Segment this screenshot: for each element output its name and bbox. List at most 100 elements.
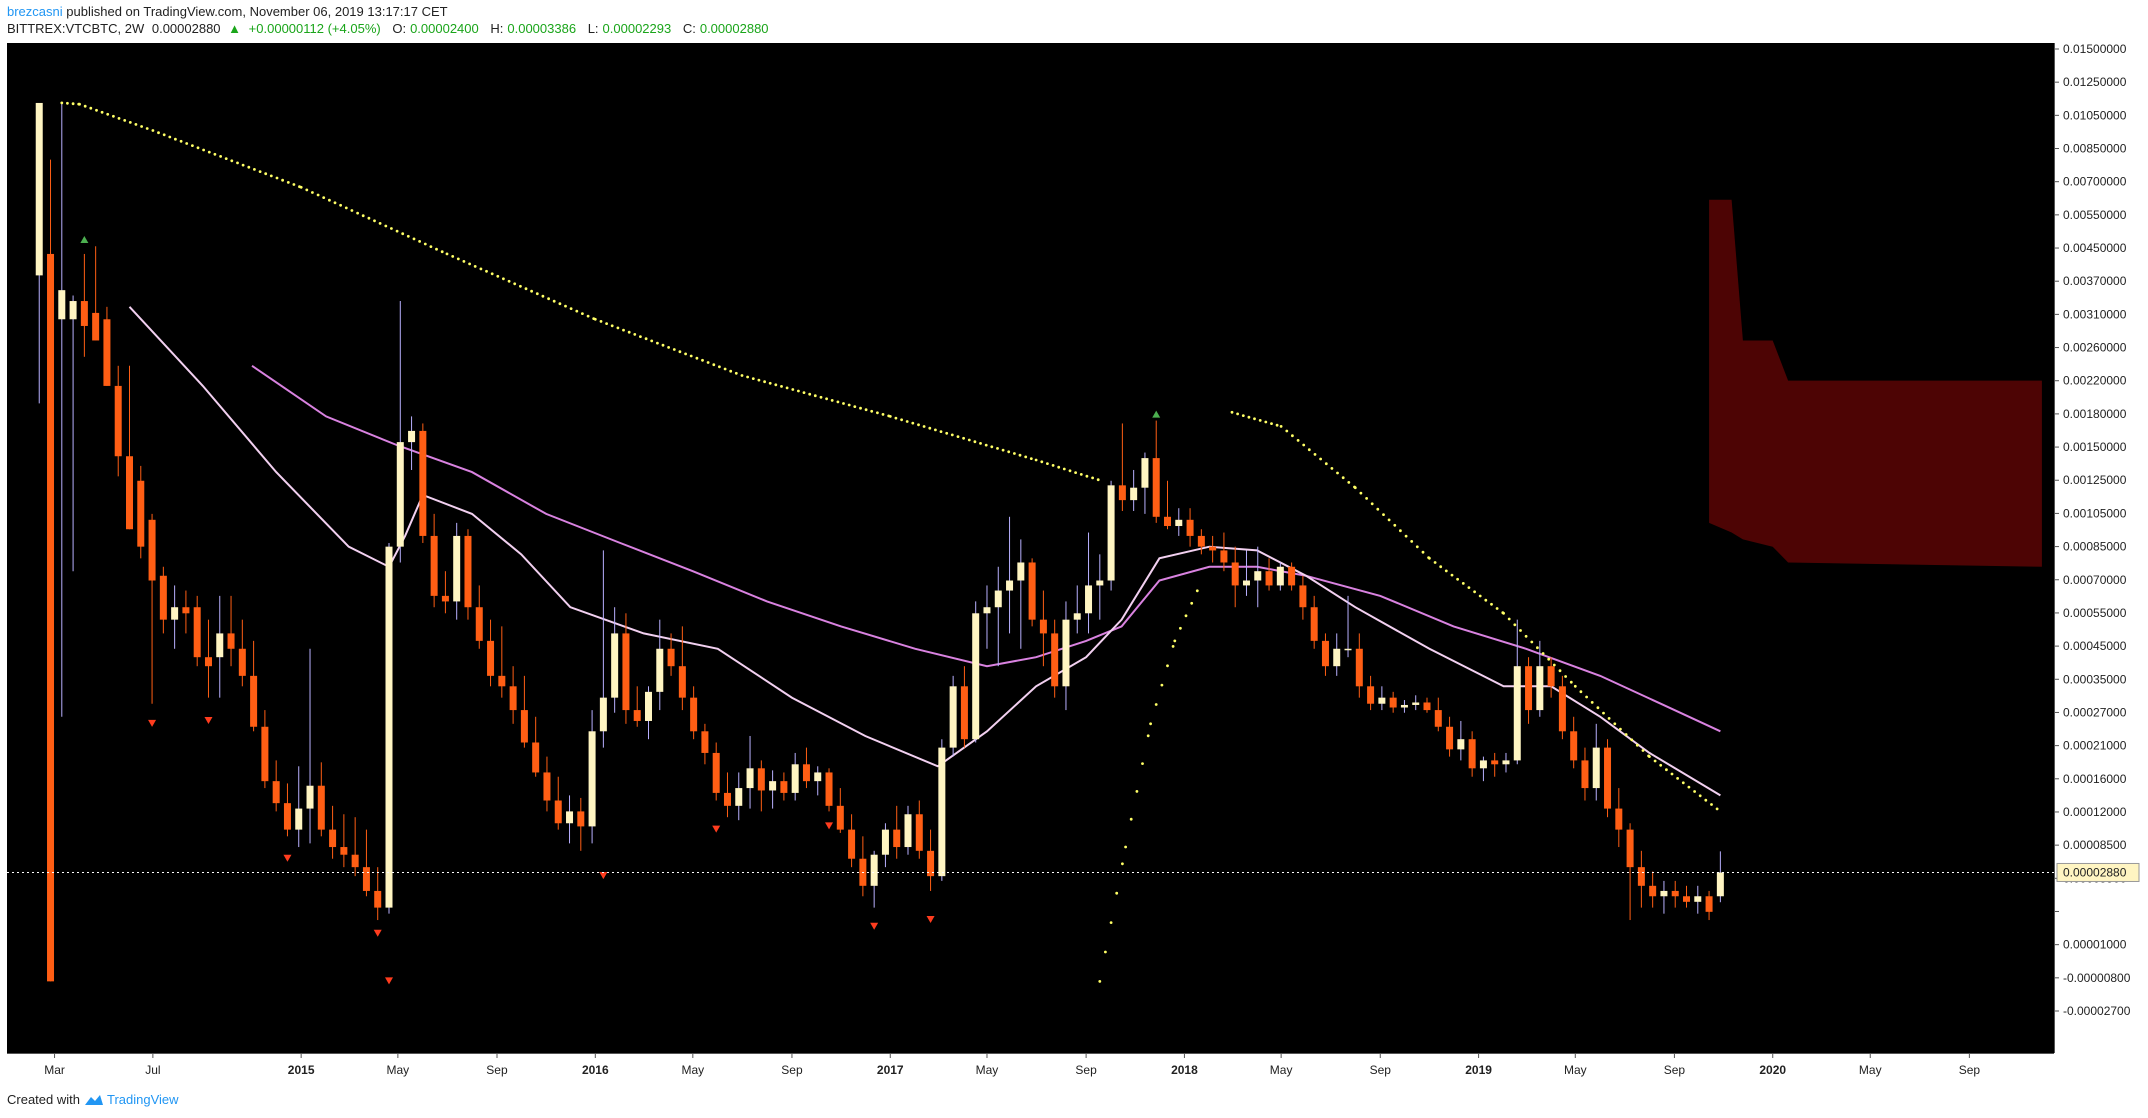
- x-tick-label: May: [681, 1063, 704, 1077]
- price-chart[interactable]: 0.01500000 0.01250000 0.01050000 0.00850000…: [7, 43, 2141, 1086]
- candle-body: [870, 854, 878, 886]
- psar-dot: [134, 123, 138, 126]
- candle: [712, 742, 720, 801]
- tradingview-link[interactable]: TradingView: [84, 1092, 179, 1107]
- psar-dot: [1495, 607, 1499, 610]
- axis-corner: [2054, 1053, 2141, 1086]
- psar-dot: [1166, 664, 1169, 668]
- candle-body: [148, 519, 156, 581]
- psar-dot: [462, 260, 466, 263]
- candle: [1085, 532, 1093, 634]
- psar-dot: [1502, 611, 1505, 615]
- psar-dot: [757, 378, 761, 382]
- psar-dot: [1585, 695, 1588, 699]
- candle-body: [171, 607, 179, 620]
- psar-dot: [1607, 717, 1611, 720]
- candle: [1107, 480, 1115, 591]
- candle-body: [385, 546, 393, 908]
- psar-dot: [281, 178, 284, 182]
- candle: [915, 800, 923, 859]
- psar-dot: [406, 234, 410, 238]
- psar-dot: [179, 139, 183, 143]
- psar-dot: [496, 274, 500, 278]
- y-tick-label: 0.00027000: [2063, 705, 2127, 719]
- candle-body: [1513, 666, 1521, 761]
- psar-dot: [1091, 476, 1094, 480]
- candle-body: [351, 854, 359, 868]
- candle-body: [1570, 731, 1578, 761]
- candle: [306, 648, 314, 844]
- psar-dot: [361, 214, 365, 218]
- candle-body: [769, 781, 777, 791]
- psar-dot: [791, 388, 795, 391]
- candle-body: [1671, 890, 1679, 897]
- candle-body: [904, 814, 912, 848]
- psar-dot: [894, 416, 898, 420]
- candle: [35, 102, 43, 404]
- psar-dot: [1473, 590, 1476, 594]
- candle: [622, 613, 630, 724]
- psar-dot: [962, 436, 965, 440]
- candle: [1310, 595, 1318, 649]
- y-tick-label: 0.00700000: [2063, 175, 2127, 189]
- candle-body: [1457, 739, 1465, 750]
- psar-dot: [435, 247, 438, 251]
- candle: [1028, 558, 1036, 627]
- psar-dot: [356, 211, 359, 215]
- y-tick-label: 0.00180000: [2063, 407, 2127, 421]
- candle-body: [261, 726, 269, 782]
- candle-body: [1242, 580, 1250, 586]
- candle: [1671, 880, 1679, 908]
- candle: [825, 768, 833, 812]
- psar-dot: [1693, 790, 1696, 793]
- candle: [1006, 516, 1014, 634]
- y-axis[interactable]: 0.01500000 0.01250000 0.01050000 0.00850000…: [2054, 43, 2141, 1086]
- psar-dot: [145, 127, 149, 130]
- psar-dot: [1536, 646, 1539, 650]
- candle-body: [1152, 458, 1160, 517]
- ichimoku-cloud: [1709, 199, 2042, 567]
- psar-dot: [973, 440, 977, 444]
- psar-dot: [605, 322, 608, 325]
- y-axis-bg: [2054, 43, 2141, 1086]
- psar-dot: [1387, 518, 1391, 522]
- candle-body: [306, 785, 314, 809]
- close-label: C:: [682, 21, 696, 36]
- psar-dot: [1313, 453, 1317, 456]
- candle: [723, 772, 731, 818]
- psar-dot: [1079, 473, 1083, 476]
- candle-body: [408, 430, 416, 443]
- high-label: H:: [490, 21, 504, 36]
- psar-dot: [1253, 417, 1256, 421]
- candle: [814, 766, 822, 796]
- psar-dot: [224, 157, 228, 160]
- candle-body: [520, 710, 528, 743]
- plot-area[interactable]: [7, 43, 2054, 1053]
- sell-signal-icon: [283, 854, 292, 862]
- psar-dot: [1444, 569, 1448, 573]
- psar-dot: [367, 216, 371, 220]
- x-axis[interactable]: Mar Jul 2015 May Sep 2016 May Sep 2017 May Sep 2018…: [7, 1053, 2141, 1086]
- psar-dot: [569, 307, 573, 310]
- candle: [1615, 788, 1623, 848]
- candle-body: [543, 772, 551, 801]
- candle: [362, 829, 370, 897]
- psar-dot: [384, 224, 388, 228]
- psar-dot: [1149, 722, 1152, 726]
- x-tick-label: Jul: [145, 1063, 160, 1077]
- candle-body: [1321, 640, 1329, 667]
- psar-dot: [1146, 734, 1150, 738]
- candle: [1039, 590, 1047, 667]
- psar-dot: [1029, 457, 1033, 460]
- publisher-link[interactable]: brezcasni: [7, 4, 63, 19]
- psar-dot: [945, 431, 949, 435]
- psar-dot: [870, 409, 874, 413]
- candle-body: [1355, 648, 1363, 687]
- y-tick-label: 0.00016000: [2063, 772, 2127, 786]
- candle-body: [227, 633, 235, 649]
- x-tick-label: Sep: [781, 1063, 803, 1077]
- psar-dot: [440, 250, 444, 254]
- psar-dot: [859, 406, 862, 410]
- candle: [238, 619, 246, 687]
- psar-dot: [1275, 423, 1279, 427]
